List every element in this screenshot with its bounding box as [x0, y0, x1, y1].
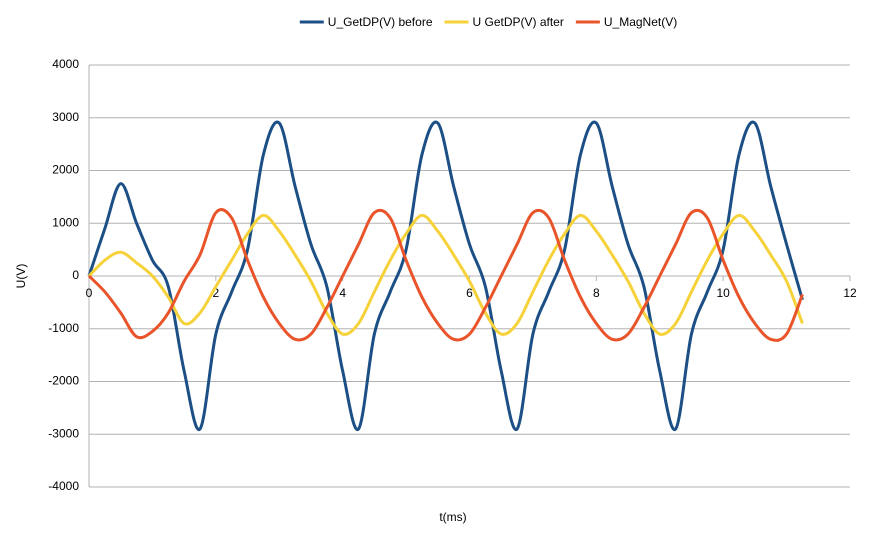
legend-label: U_MagNet(V) [604, 15, 677, 29]
y-tick-label: 2000 [52, 163, 79, 177]
x-tick-label: 4 [339, 286, 346, 300]
x-tick-label: 6 [466, 286, 473, 300]
legend-label: U GetDP(V) after [473, 15, 564, 29]
y-tick-label: 4000 [52, 57, 79, 71]
y-tick-label: -4000 [48, 479, 79, 493]
x-tick-label: 2 [212, 286, 219, 300]
y-axis-label: U(V) [14, 264, 28, 289]
y-tick-label: 1000 [52, 215, 79, 229]
y-tick-label: -3000 [48, 426, 79, 440]
series-line [87, 213, 804, 336]
series-line [87, 120, 804, 431]
y-tick-label: -2000 [48, 374, 79, 388]
x-tick-label: 8 [593, 286, 600, 300]
x-tick-label: 10 [716, 286, 730, 300]
x-tick-label: 0 [86, 286, 93, 300]
y-tick-label: 0 [72, 268, 79, 282]
legend-label: U_GetDP(V) before [328, 15, 433, 29]
x-tick-label: 12 [843, 286, 857, 300]
y-tick-label: -1000 [48, 321, 79, 335]
series-line [87, 208, 804, 342]
x-axis-label: t(ms) [439, 510, 466, 524]
y-tick-label: 3000 [52, 110, 79, 124]
